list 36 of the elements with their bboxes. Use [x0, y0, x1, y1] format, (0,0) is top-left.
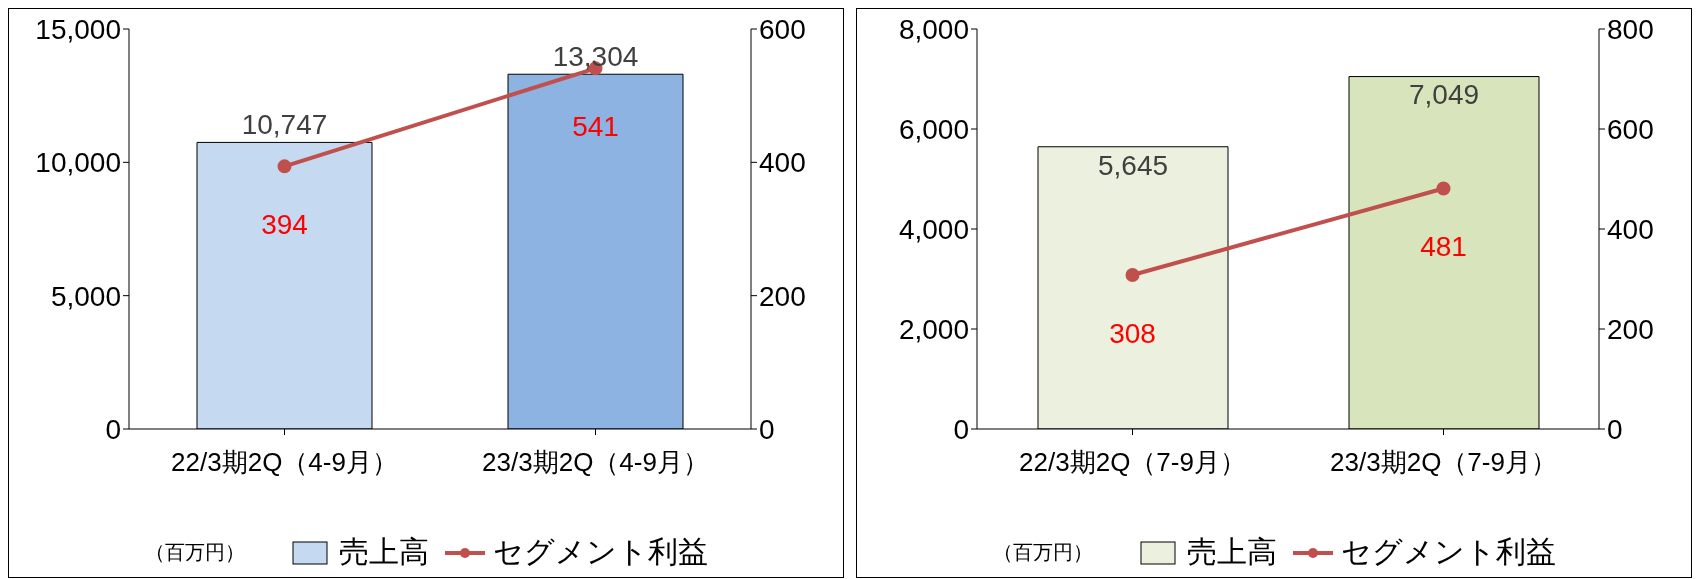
y-tick-label: 0: [953, 413, 969, 445]
legend-label: セグメント利益: [1339, 534, 1556, 570]
data-label: 10,747: [241, 109, 328, 141]
y2-tick-label: 0: [759, 413, 775, 445]
data-label: 394: [261, 209, 308, 241]
x-tick-label: 22/3期2Q（4-9月）: [171, 447, 398, 478]
y-tick-label: 0: [105, 413, 121, 445]
text: （百万円）: [144, 540, 245, 565]
data-label: 7,049: [1408, 79, 1480, 111]
y2-tick-label: 600: [1607, 113, 1654, 145]
x-tick-label: 23/3期2Q（4-9月）: [482, 447, 709, 478]
y2-tick-label: 400: [1607, 213, 1654, 245]
data-label: 541: [572, 111, 619, 143]
y2-tick-label: 200: [759, 280, 806, 312]
y2-tick-label: 0: [1607, 413, 1623, 445]
data-label: 5,645: [1097, 149, 1169, 181]
data-label: 13,304: [552, 41, 639, 73]
legend-label: セグメント利益: [491, 534, 708, 570]
y-tick-label: 6,000: [898, 113, 969, 145]
legend-label: 売上高: [337, 534, 429, 570]
text: （百万円）: [992, 540, 1093, 565]
y2-tick-label: 200: [1607, 313, 1654, 345]
y-tick-label: 10,000: [35, 147, 121, 179]
y-tick-label: 2,000: [898, 313, 969, 345]
data-label: 308: [1109, 317, 1156, 349]
legend-label: 売上高: [1185, 534, 1277, 570]
y2-tick-label: 600: [759, 13, 806, 45]
data-label: 481: [1420, 231, 1467, 263]
x-tick-label: 23/3期2Q（7-9月）: [1330, 447, 1557, 478]
y-tick-label: 8,000: [898, 13, 969, 45]
y-tick-label: 4,000: [898, 213, 969, 245]
y2-tick-label: 800: [1607, 13, 1654, 45]
y-tick-label: 5,000: [50, 280, 121, 312]
x-tick-label: 22/3期2Q（7-9月）: [1019, 447, 1246, 478]
y-tick-label: 15,000: [35, 13, 121, 45]
y2-tick-label: 400: [759, 147, 806, 179]
